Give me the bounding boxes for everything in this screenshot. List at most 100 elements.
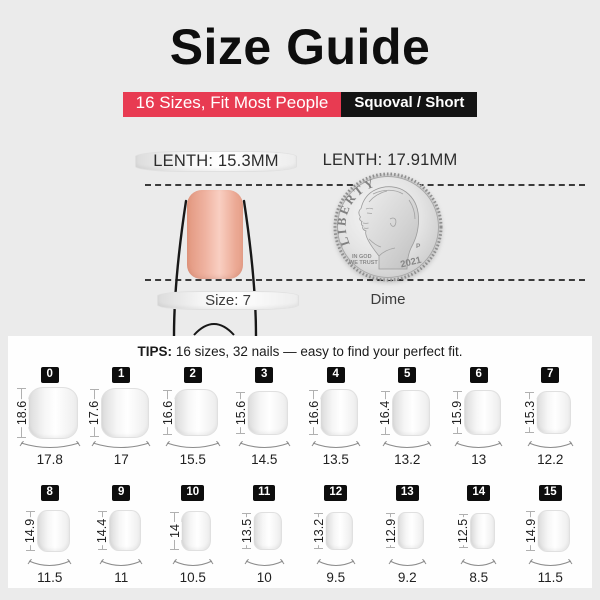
- size-number-badge: 4: [326, 367, 345, 383]
- length-dimension-line: 15.3: [523, 392, 537, 434]
- width-arc: [19, 440, 81, 448]
- size-cell-9: 9 14.4 11: [86, 484, 158, 585]
- length-dimension-line: 12.9: [384, 513, 398, 549]
- length-value: 14: [167, 521, 182, 540]
- nail-shape: [325, 511, 354, 550]
- nail-figure: 16.6: [307, 386, 359, 440]
- size-number-badge: 3: [255, 367, 274, 383]
- length-value: 13.2: [311, 516, 326, 545]
- profile-details: [362, 189, 416, 257]
- nail-shape: [28, 386, 79, 439]
- width-value: 13: [471, 451, 487, 467]
- nail-shape: [537, 509, 571, 552]
- nail-shape: [181, 510, 212, 551]
- size-number-badge: 0: [40, 367, 59, 383]
- nail-figure: 14.4: [95, 504, 141, 558]
- length-value: 12.9: [383, 516, 398, 545]
- width-arc: [388, 558, 427, 566]
- nail-figure: 14.9: [524, 504, 571, 558]
- page-title: Size Guide: [169, 19, 431, 75]
- size-number-badge: 8: [40, 484, 59, 501]
- width-value: 15.5: [179, 451, 206, 467]
- coin-mint-mark: P: [416, 243, 421, 250]
- dime-caption: Dime: [370, 291, 406, 308]
- size-row-2: 8 14.9 11.5 9 14.4 11 10 14 10.5 11 13.5 10 12 13.2 9.…: [8, 484, 592, 585]
- width-value: 12.2: [537, 451, 564, 467]
- length-value: 14.9: [23, 516, 37, 545]
- length-dimension-line: 16.6: [161, 390, 175, 436]
- length-dimension-line: 14.9: [524, 510, 538, 551]
- width-arc: [311, 440, 361, 448]
- width-value: 14.5: [251, 451, 278, 467]
- size-number-badge: 11: [253, 484, 276, 501]
- length-dimension-line: 16.6: [307, 390, 321, 436]
- length-dimension-line: 13.5: [240, 512, 254, 549]
- nail-figure: 13.2: [312, 504, 354, 558]
- category-banner: 16 Sizes, Fit Most People Squoval / Shor…: [0, 92, 600, 117]
- width-arc: [165, 440, 221, 448]
- size-cell-1: 1 17.6 17: [86, 367, 158, 467]
- length-value: 12.5: [456, 516, 470, 545]
- size-cell-5: 5 16.4 13.2: [372, 367, 444, 467]
- size-number-badge: 14: [467, 484, 491, 501]
- nail-shape: [320, 389, 359, 437]
- width-arc: [27, 558, 72, 566]
- tips-label: TIPS:: [137, 344, 173, 359]
- nail-shape: [397, 512, 425, 550]
- width-value: 11: [114, 569, 129, 585]
- bottom-dashed-line: [145, 279, 585, 281]
- nail-figure: 14.9: [23, 504, 70, 558]
- size-number-badge: 7: [541, 367, 560, 383]
- length-value: 15.6: [233, 398, 248, 427]
- size-cell-2: 2 16.6 15.5: [157, 367, 229, 467]
- width-arc: [91, 440, 151, 448]
- nail-figure: 14: [168, 504, 212, 558]
- length-dimension-line: 14.9: [23, 510, 37, 551]
- length-value: 17.6: [87, 398, 101, 427]
- coin-motto-line2: WE TRUST: [349, 260, 378, 266]
- nail-shape: [463, 390, 501, 436]
- nail-figure: 18.6: [15, 386, 79, 440]
- width-value: 8.5: [469, 569, 489, 585]
- tips-line: TIPS: 16 sizes, 32 nails — easy to find …: [8, 344, 592, 359]
- size-number-badge: 10: [181, 484, 205, 501]
- width-arc: [316, 558, 356, 566]
- size-number-badge: 1: [112, 367, 131, 383]
- length-dimension-line: 16.4: [378, 390, 392, 435]
- width-value: 9.2: [397, 569, 417, 585]
- nail-figure: 15.6: [234, 386, 289, 440]
- width-arc: [454, 440, 503, 448]
- size-number-badge: 13: [395, 484, 419, 501]
- nail-figure: 16.4: [378, 386, 430, 440]
- width-arc: [460, 558, 497, 566]
- roosevelt-profile: [358, 186, 419, 270]
- length-value: 15.3: [522, 398, 537, 427]
- dime-length-label: LENTH: 17.91MM: [322, 151, 458, 169]
- nail-figure: 13.5: [240, 504, 283, 558]
- size-cell-15: 15 14.9 11.5: [515, 484, 587, 585]
- width-value: 13.5: [322, 451, 349, 467]
- nail-length-label: LENTH: 15.3MM: [135, 151, 297, 172]
- size-cell-7: 7 15.3 12.2: [515, 367, 587, 467]
- size-number-badge: 2: [183, 367, 202, 383]
- width-value: 13.2: [394, 451, 421, 467]
- coin-motto-line1: IN GOD: [352, 254, 372, 260]
- size-cell-0: 0 18.6 17.8: [14, 367, 86, 467]
- size-cell-8: 8 14.9 11.5: [14, 484, 86, 585]
- width-value: 10: [256, 569, 272, 585]
- size-row-1: 0 18.6 17.8 1 17.6 17 2 16.6 15.5 3 15.6 14.5 4 16.6 1…: [8, 367, 592, 467]
- length-value: 15.9: [450, 398, 464, 427]
- length-value: 16.6: [306, 398, 321, 427]
- sample-nail-caption: Size: 7: [157, 291, 299, 310]
- nail-figure: 12.5: [456, 504, 495, 558]
- nail-figure: 17.6: [87, 386, 149, 440]
- dime-coin: LIBERTY IN GOD WE TRUST P 2021: [333, 172, 443, 282]
- banner-shape-label: Squoval / Short: [341, 92, 478, 117]
- width-arc: [238, 440, 291, 448]
- size-number-badge: 12: [324, 484, 348, 501]
- nail-figure: 15.3: [523, 386, 572, 440]
- width-value: 17.8: [36, 451, 63, 467]
- length-dimension-line: 14: [168, 511, 182, 550]
- width-value: 17: [113, 451, 129, 467]
